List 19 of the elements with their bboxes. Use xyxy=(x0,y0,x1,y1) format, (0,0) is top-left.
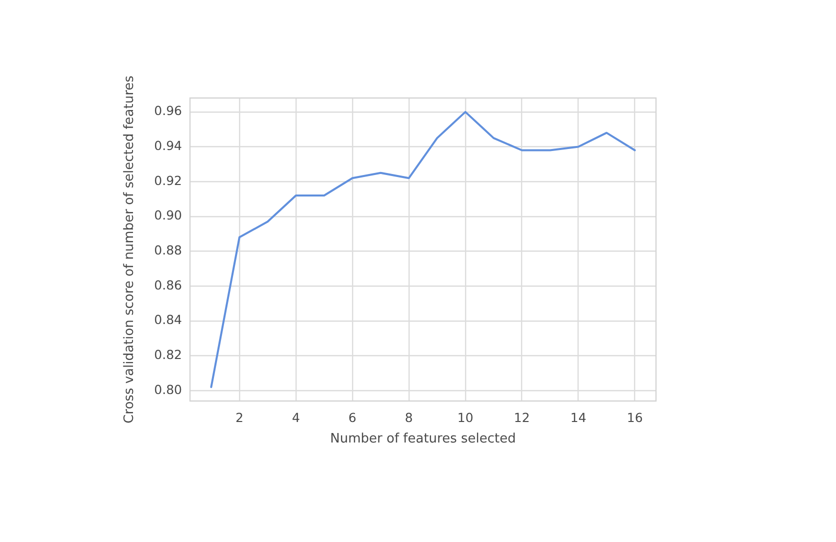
y-tick-label: 0.94 xyxy=(154,138,182,154)
y-tick-label: 0.88 xyxy=(154,242,182,258)
x-axis-title: Number of features selected xyxy=(330,432,516,447)
x-tick-label: 10 xyxy=(457,410,474,425)
y-tick-label: 0.80 xyxy=(154,382,182,397)
y-axis-title: Cross validation score of number of selected features xyxy=(122,75,138,424)
y-tick-label: 0.90 xyxy=(154,208,182,223)
x-tick-label: 14 xyxy=(570,410,586,425)
y-tick-label: 0.86 xyxy=(154,277,182,292)
y-tick-label: 0.82 xyxy=(154,346,182,362)
x-tick-label: 16 xyxy=(626,410,643,425)
y-tick-label: 0.96 xyxy=(154,103,182,118)
x-tick-label: 6 xyxy=(348,410,356,425)
y-tick-label: 0.92 xyxy=(154,172,182,188)
x-tick-label: 4 xyxy=(292,410,300,425)
y-tick-label: 0.84 xyxy=(154,312,182,328)
x-tick-label: 2 xyxy=(235,410,244,425)
x-tick-label: 8 xyxy=(404,410,413,425)
x-tick-label: 12 xyxy=(514,410,530,425)
